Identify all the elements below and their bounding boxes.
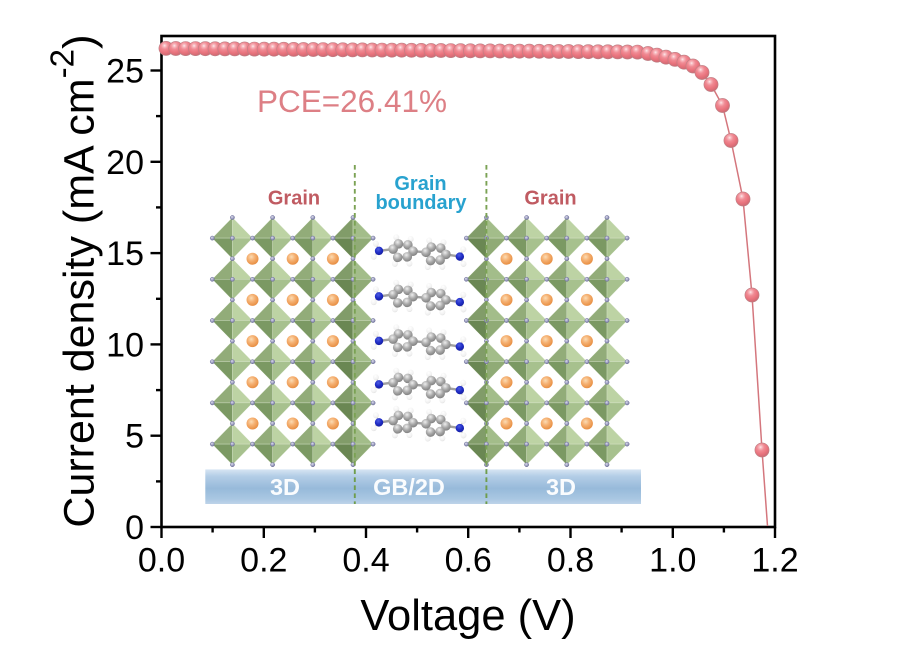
svg-text:1.2: 1.2: [751, 542, 798, 580]
svg-text:1.0: 1.0: [649, 542, 696, 580]
svg-text:0.2: 0.2: [240, 542, 287, 580]
svg-text:PCE=26.41%: PCE=26.41%: [257, 83, 447, 119]
svg-text:3D: 3D: [546, 474, 576, 500]
svg-text:0.8: 0.8: [547, 542, 594, 580]
svg-text:GB/2D: GB/2D: [373, 474, 445, 500]
svg-text:25: 25: [106, 53, 144, 91]
svg-text:0.4: 0.4: [342, 542, 389, 580]
svg-text:15: 15: [106, 235, 144, 273]
svg-text:10: 10: [106, 326, 144, 364]
svg-text:0.0: 0.0: [138, 542, 185, 580]
svg-text:Voltage (V): Voltage (V): [360, 592, 575, 640]
svg-text:Grain: Grain: [268, 188, 320, 210]
svg-text:0: 0: [125, 509, 144, 547]
svg-text:Grain: Grain: [524, 188, 576, 210]
svg-text:Grain: Grain: [394, 173, 446, 195]
svg-text:3D: 3D: [270, 474, 300, 500]
svg-text:boundary: boundary: [375, 192, 467, 214]
svg-text:5: 5: [125, 418, 144, 456]
svg-text:0.6: 0.6: [445, 542, 492, 580]
svg-text:20: 20: [106, 144, 144, 182]
